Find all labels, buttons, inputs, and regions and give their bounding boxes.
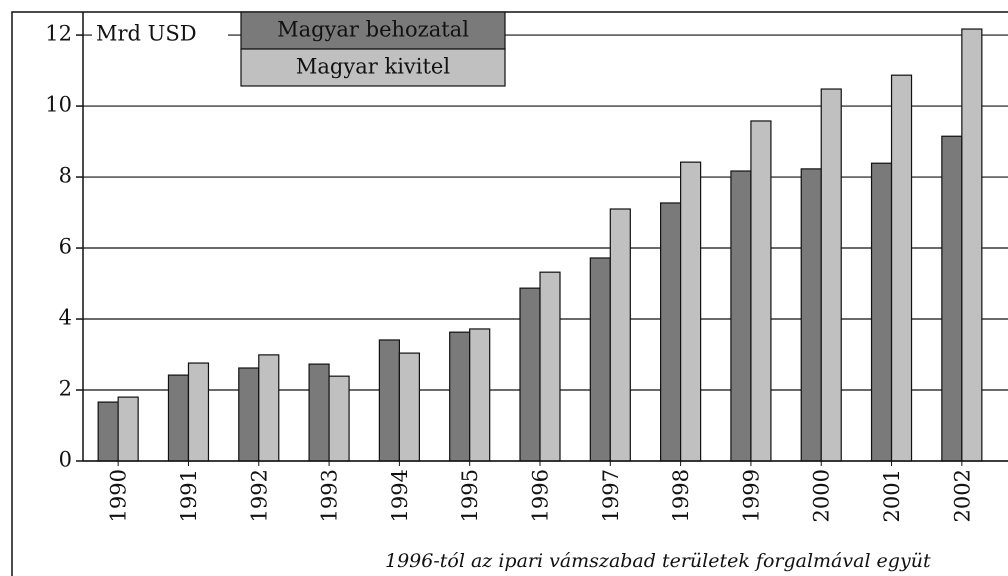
bar [609,208,631,462]
bar [941,135,963,462]
x-tick-label: 1996 [529,469,553,522]
y-tick-label: 12 [45,22,72,46]
legend-label: Magyar behozatal [277,18,469,42]
x-tick-label: 2000 [810,469,834,522]
bar [961,28,983,462]
bar [238,367,260,462]
bar [449,331,471,462]
unit-label-bg [92,21,228,50]
bar [539,271,561,462]
x-tick-label: 1995 [458,469,482,522]
bar [398,352,420,462]
bar [680,161,702,462]
bar [750,120,772,462]
frame [11,11,1008,576]
bar [870,162,893,462]
legend-swatch [240,11,506,50]
y-tick-label: 2 [59,377,72,401]
legend-swatch [240,48,506,87]
bar [258,354,280,462]
bar [117,396,139,462]
bar [589,257,611,462]
bar [800,168,822,462]
x-tick-label: 1990 [107,469,131,522]
footnote: 1996-tól az ipari vámszabad területek fo… [385,550,931,572]
x-tick-label: 2001 [880,469,904,522]
bar [187,362,210,462]
y-axis-label: Mrd USD [96,22,197,46]
x-tick-label: 1999 [739,469,763,522]
bar [519,287,541,462]
bar [378,339,400,462]
y-tick-label: 4 [59,306,72,330]
bar [660,202,682,462]
x-tick-label: 2002 [950,469,974,522]
x-tick-label: 1994 [388,469,412,522]
x-tick-label: 1991 [177,469,201,522]
x-tick-label: 1998 [669,469,693,522]
bar [890,74,913,462]
x-tick-label: 1997 [599,469,623,522]
bar [469,328,491,462]
bar [730,170,752,462]
y-tick-label: 0 [59,448,72,472]
bar [97,401,119,462]
x-tick-label: 1992 [247,469,271,522]
bar [328,375,350,462]
bar [820,88,842,462]
legend-label: Magyar kivitel [296,55,450,79]
x-tick-label: 1993 [318,469,342,522]
y-tick-label: 10 [45,93,72,117]
bar [308,363,330,462]
y-tick-label: 6 [59,235,72,259]
y-tick-label: 8 [59,164,72,188]
bar [167,374,190,462]
